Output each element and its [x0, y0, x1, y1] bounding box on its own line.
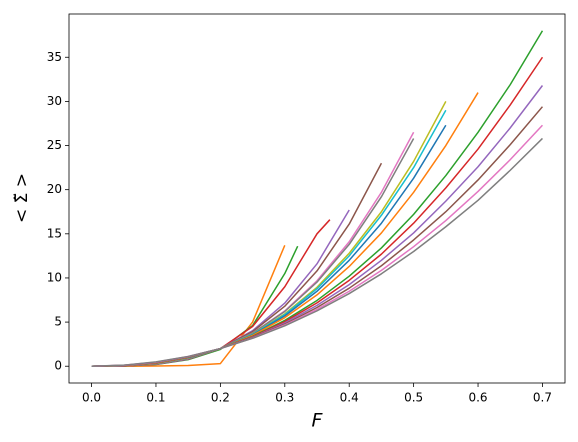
x-tick-label: 0.2 — [211, 391, 230, 405]
series-line — [91, 137, 543, 367]
x-tick-label: 0.0 — [82, 391, 101, 405]
y-tick-label: 5 — [54, 315, 62, 329]
y-tick-label: 30 — [47, 94, 62, 108]
y-tick-label: 10 — [47, 270, 62, 284]
series-line — [91, 244, 286, 367]
y-tick-label: 25 — [47, 138, 62, 152]
y-axis-label: < Σ̃ > — [12, 173, 32, 223]
x-tick-label: 0.5 — [404, 391, 423, 405]
x-tick-label: 0.1 — [146, 391, 165, 405]
x-tick-label: 0.6 — [468, 391, 487, 405]
series-line — [91, 245, 299, 367]
y-tick-label: 35 — [47, 50, 62, 64]
y-tick-label: 20 — [47, 182, 62, 196]
series-line — [91, 30, 544, 367]
series-line — [91, 106, 544, 367]
y-tick-label: 15 — [47, 226, 62, 240]
x-tick-label: 0.3 — [275, 391, 294, 405]
series-line — [91, 56, 544, 367]
series-line — [91, 85, 544, 367]
x-tick-label: 0.4 — [340, 391, 359, 405]
y-tick-label: 0 — [54, 359, 62, 373]
plot-frame — [68, 13, 566, 384]
series-line — [91, 219, 331, 367]
x-tick-label: 0.7 — [533, 391, 552, 405]
series-line — [91, 124, 543, 367]
x-axis-label: F — [312, 410, 324, 432]
